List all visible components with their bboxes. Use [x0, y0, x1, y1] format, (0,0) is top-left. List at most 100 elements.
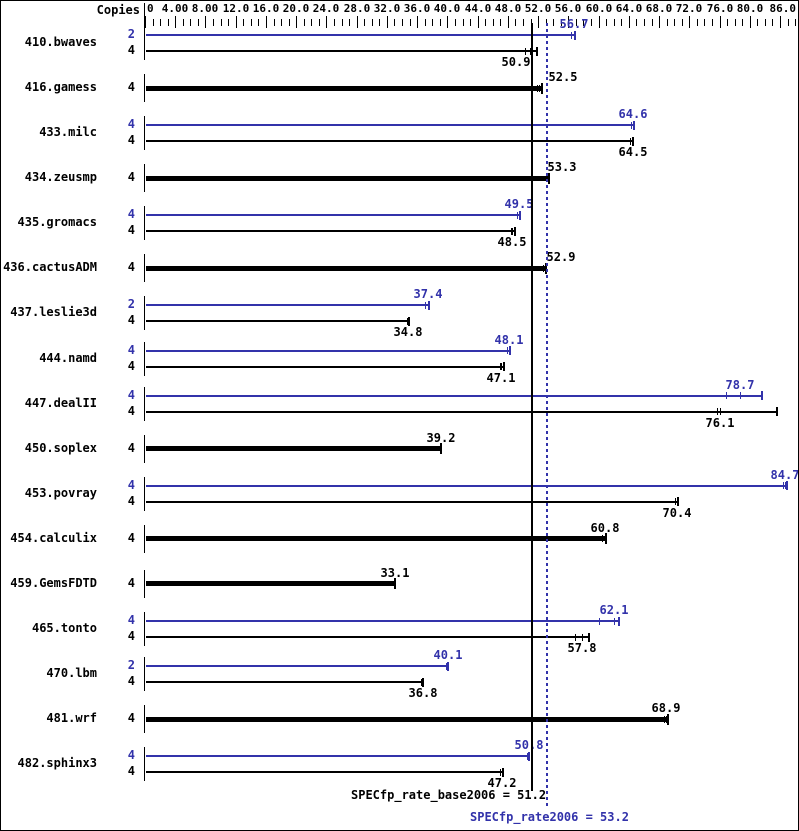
bar-terminal-tick	[394, 578, 396, 589]
run-tick	[501, 363, 502, 370]
bar-terminal-tick	[536, 47, 538, 56]
axis-minor-tick	[621, 19, 622, 26]
bar	[146, 50, 537, 52]
bar	[146, 665, 448, 667]
value-label: 47.2	[487, 776, 517, 790]
run-tick	[519, 212, 520, 219]
run-tick	[502, 769, 503, 776]
axis-minor-tick	[674, 19, 675, 26]
run-tick	[407, 318, 408, 325]
axis-minor-tick	[221, 19, 222, 26]
value-label: 50.9	[501, 55, 531, 69]
bar	[146, 501, 678, 503]
copies-label: 4	[127, 117, 135, 131]
value-label: 57.8	[567, 641, 597, 655]
run-tick	[599, 618, 600, 625]
axis-minor-tick	[667, 19, 668, 26]
axis-tick-label: 60.0	[585, 2, 613, 15]
axis-minor-tick	[349, 19, 350, 26]
bar	[146, 124, 634, 126]
axis-tick-label: 4.00	[161, 2, 189, 15]
bar-terminal-tick	[761, 391, 763, 400]
axis-tick-label: 56.0	[554, 2, 582, 15]
axis-minor-tick	[394, 19, 395, 26]
axis-minor-tick	[160, 19, 161, 26]
run-tick	[726, 392, 727, 399]
copies-label: 4	[127, 613, 135, 627]
axis-minor-tick	[379, 19, 380, 26]
axis-minor-tick	[410, 19, 411, 26]
bar	[146, 214, 520, 216]
bar-terminal-tick	[514, 227, 516, 236]
axis-tick-label: 44.0	[464, 2, 492, 15]
run-tick	[525, 48, 526, 55]
bar	[146, 755, 529, 757]
axis-minor-tick	[500, 19, 501, 26]
value-label: 40.1	[433, 648, 463, 662]
axis-tick-label: 64.0	[615, 2, 643, 15]
benchmark-label: 450.soplex	[24, 441, 97, 455]
group-axis-segment	[144, 74, 145, 102]
axis-minor-tick	[727, 19, 728, 26]
axis-minor-tick	[712, 19, 713, 26]
axis-minor-tick	[546, 19, 547, 26]
value-label: 33.1	[380, 566, 410, 580]
bar-terminal-tick	[605, 533, 607, 544]
value-label: 36.8	[408, 686, 438, 700]
axis-tick-label: 72.0	[675, 2, 703, 15]
benchmark-label: 444.namd	[39, 351, 97, 365]
bar-terminal-tick	[519, 211, 521, 220]
value-label: 78.7	[725, 378, 755, 392]
axis-minor-tick	[440, 19, 441, 26]
axis-major-tick	[417, 16, 418, 28]
bar-terminal-tick	[447, 662, 449, 671]
axis-major-tick	[629, 16, 630, 28]
value-label: 50.8	[514, 738, 544, 752]
copies-label: 4	[127, 223, 135, 237]
bar-terminal-tick	[667, 714, 669, 725]
axis-minor-tick	[493, 19, 494, 26]
run-tick	[509, 347, 510, 354]
run-tick	[440, 445, 441, 452]
axis-tick-label: 76.0	[706, 2, 734, 15]
benchmark-label: 447.dealII	[24, 396, 97, 410]
group-axis-segment	[144, 477, 145, 511]
value-label: 48.5	[497, 235, 527, 249]
benchmark-label: 465.tonto	[31, 621, 97, 635]
axis-tick-label: 20.0	[282, 2, 310, 15]
bar	[146, 350, 510, 352]
axis-major-tick	[599, 16, 600, 28]
axis-minor-tick	[704, 19, 705, 26]
axis-minor-tick	[364, 19, 365, 26]
benchmark-label: 434.zeusmp	[24, 170, 97, 184]
axis-minor-tick	[183, 19, 184, 26]
benchmark-label: 410.bwaves	[24, 35, 97, 49]
bar	[146, 176, 549, 181]
value-label: 84.7	[770, 468, 799, 482]
run-tick	[548, 175, 549, 182]
value-label: 39.2	[426, 431, 456, 445]
copies-label: 4	[127, 748, 135, 762]
axis-minor-tick	[772, 19, 773, 26]
group-axis-segment	[144, 26, 145, 60]
group-axis-segment	[144, 116, 145, 150]
copies-label: 4	[127, 494, 135, 508]
axis-minor-tick	[470, 19, 471, 26]
run-tick	[543, 265, 544, 272]
copies-label: 4	[127, 764, 135, 778]
run-tick	[675, 498, 676, 505]
run-tick	[571, 32, 572, 39]
value-label: 34.8	[393, 325, 423, 339]
copies-label: 4	[127, 343, 135, 357]
axis-tick-label: 68.0	[645, 2, 673, 15]
axis-major-tick	[205, 16, 206, 28]
run-tick	[394, 580, 395, 587]
axis-minor-tick	[463, 19, 464, 26]
axis-minor-tick	[485, 19, 486, 26]
axis-minor-tick	[788, 19, 789, 26]
benchmark-label: 482.sphinx3	[17, 756, 97, 770]
bar-terminal-tick	[509, 346, 511, 355]
axis-tick-label: 24.0	[312, 2, 340, 15]
group-axis-segment	[144, 705, 145, 733]
bar-terminal-tick	[776, 407, 778, 416]
